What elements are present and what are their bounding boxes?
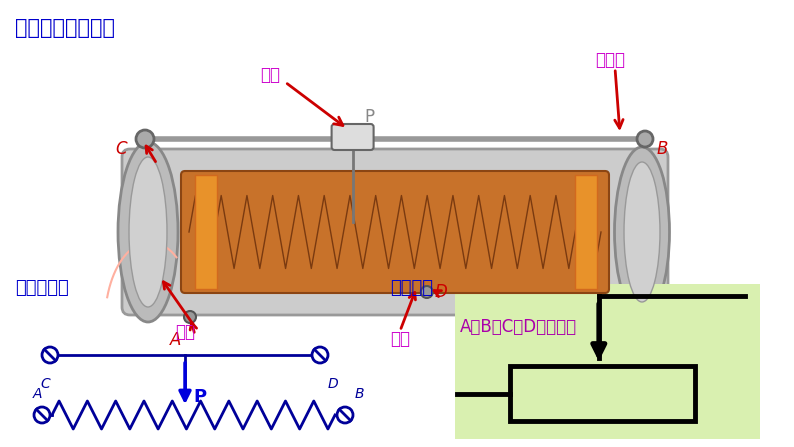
Bar	[510, 366, 695, 421]
Circle shape	[421, 286, 433, 298]
Text: 金属棒: 金属棒	[595, 51, 625, 69]
Text: 瓷筒: 瓷筒	[175, 323, 195, 341]
Text: D: D	[435, 283, 448, 301]
Bar	[195, 175, 217, 289]
Text: P: P	[364, 108, 375, 126]
Text: B: B	[355, 387, 364, 401]
FancyBboxPatch shape	[181, 171, 609, 293]
Text: 线圈: 线圈	[390, 330, 410, 348]
Ellipse shape	[624, 162, 660, 302]
Text: C: C	[115, 140, 126, 158]
Circle shape	[42, 347, 58, 363]
Text: 元件符号: 元件符号	[390, 279, 433, 297]
Text: A、B、C、D为接线柱: A、B、C、D为接线柱	[460, 318, 577, 336]
Text: 滑片: 滑片	[260, 66, 280, 84]
Text: P: P	[193, 388, 206, 406]
FancyBboxPatch shape	[122, 149, 668, 315]
Text: C: C	[40, 377, 50, 391]
Ellipse shape	[615, 147, 669, 317]
Text: B: B	[657, 140, 669, 158]
Text: 结构示意图: 结构示意图	[15, 279, 69, 297]
FancyBboxPatch shape	[332, 124, 374, 150]
Ellipse shape	[118, 142, 178, 322]
Circle shape	[637, 131, 653, 147]
Circle shape	[184, 311, 196, 323]
Circle shape	[337, 407, 353, 423]
Text: A: A	[170, 331, 181, 349]
Circle shape	[34, 407, 50, 423]
Text: 滑动变阻器的构造: 滑动变阻器的构造	[15, 18, 115, 38]
Circle shape	[312, 347, 328, 363]
Text: D: D	[328, 377, 338, 391]
Text: A: A	[33, 387, 42, 401]
Circle shape	[136, 130, 154, 148]
Bar	[575, 175, 597, 289]
Ellipse shape	[129, 157, 167, 307]
Bar	[455, 284, 760, 439]
